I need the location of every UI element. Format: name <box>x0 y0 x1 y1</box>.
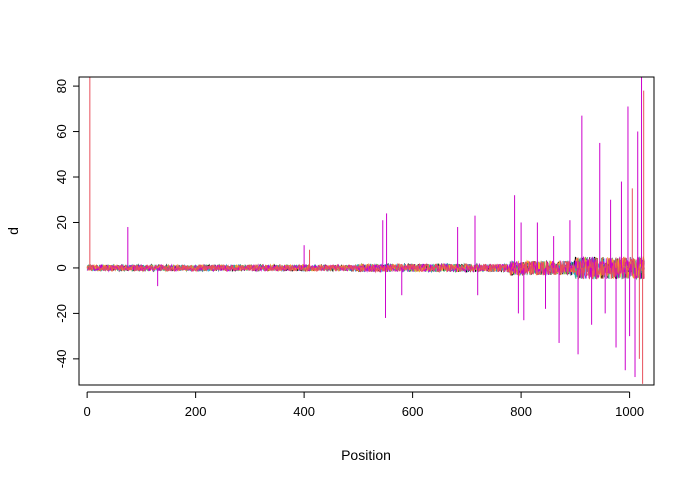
x-axis: 0 200 400 600 800 1000 <box>84 391 644 419</box>
y-tick-label: 20 <box>54 215 69 229</box>
data-layer <box>86 77 645 384</box>
y-tick-label: -20 <box>54 304 69 323</box>
x-tick-label: 400 <box>293 404 315 419</box>
x-tick-label: 1000 <box>615 404 644 419</box>
series-line-5 <box>86 256 645 280</box>
y-tick-label: 80 <box>54 79 69 93</box>
x-tick-label: 200 <box>185 404 207 419</box>
y-tick-label: -40 <box>54 349 69 368</box>
y-axis: -40 -20 0 20 40 60 80 <box>54 79 80 368</box>
x-axis-title: Position <box>341 447 391 463</box>
x-tick-label: 600 <box>402 404 424 419</box>
x-tick-label: 800 <box>510 404 532 419</box>
y-axis-title: d <box>5 227 21 235</box>
x-tick-label: 0 <box>84 404 91 419</box>
y-tick-label: 60 <box>54 124 69 138</box>
y-tick-label: 0 <box>54 264 69 271</box>
y-tick-label: 40 <box>54 170 69 184</box>
